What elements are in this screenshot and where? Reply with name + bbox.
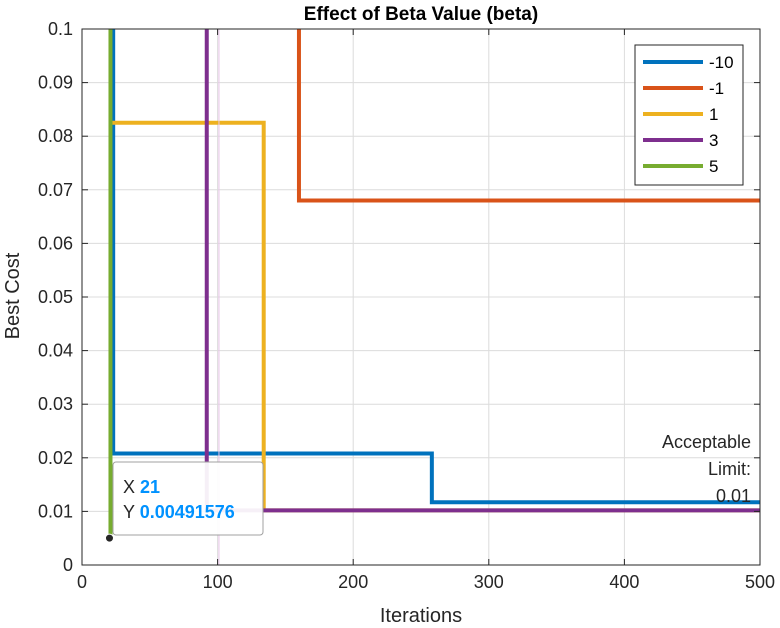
x-tick-label: 0 [77, 572, 87, 592]
y-tick-label: 0.06 [38, 233, 73, 253]
y-tick-label: 0.04 [38, 341, 73, 361]
x-axis-label: Iterations [380, 605, 462, 627]
y-tick-label: 0.07 [38, 180, 73, 200]
legend-label: 1 [709, 105, 718, 124]
chart-title: Effect of Beta Value (beta) [304, 4, 538, 25]
legend-label: -10 [709, 53, 734, 72]
y-tick-label: 0.09 [38, 73, 73, 93]
legend: -10 -1 1 3 5 [634, 44, 744, 186]
threshold-label-line: Limit: [708, 459, 751, 479]
x-tick-label: 500 [745, 572, 775, 592]
y-tick-label: 0.03 [38, 394, 73, 414]
y-tick-label: 0.1 [48, 19, 73, 39]
legend-label: 5 [709, 157, 718, 176]
threshold-label-line: 0.01 [716, 486, 751, 506]
datatip-y: Y 0.00491576 [123, 502, 235, 522]
x-tick-label: 200 [338, 572, 368, 592]
legend-label: 3 [709, 131, 718, 150]
y-tick-label: 0.08 [38, 126, 73, 146]
series-line-5 [108, 29, 113, 539]
y-tick-label: 0.02 [38, 448, 73, 468]
datatip: X 21 Y 0.00491576 [104, 461, 264, 543]
x-tick-label: 400 [609, 572, 639, 592]
y-tick-label: 0.05 [38, 287, 73, 307]
legend-label: -1 [709, 79, 724, 98]
series-line--10 [111, 29, 760, 505]
datatip-box [112, 461, 264, 536]
datatip-x: X 21 [123, 477, 160, 497]
y-tick-label: 0.01 [38, 501, 73, 521]
axes: 0 100 200 300 400 500 0 0.01 0.02 0.03 0.04 0.05 0.0… [38, 19, 775, 592]
x-tick-label: 100 [203, 572, 233, 592]
threshold-label-line: Acceptable [662, 432, 751, 452]
x-tick-label: 300 [474, 572, 504, 592]
y-axis-label: Best Cost [2, 252, 24, 339]
y-tick-label: 0 [63, 555, 73, 575]
series-line--1 [296, 29, 760, 203]
datatip-marker [104, 533, 114, 543]
